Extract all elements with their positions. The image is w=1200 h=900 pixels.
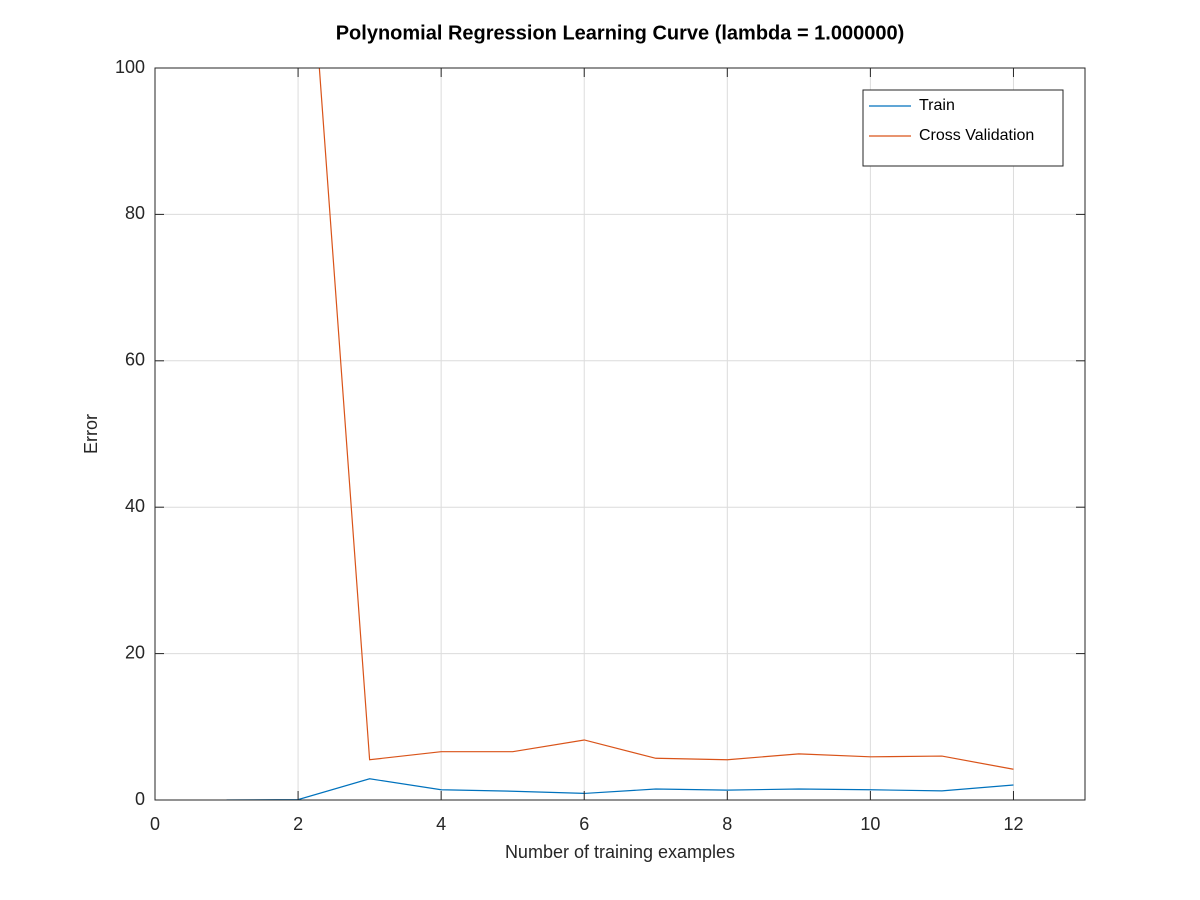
legend-box: [862, 89, 1064, 167]
y-axis-label: Error: [81, 414, 101, 454]
x-tick-label: 12: [1003, 814, 1023, 834]
y-tick-label: 100: [115, 57, 145, 77]
y-tick-label: 60: [125, 350, 145, 370]
x-tick-label: 10: [860, 814, 880, 834]
x-tick-label: 0: [150, 814, 160, 834]
y-tick-label: 0: [135, 789, 145, 809]
y-tick-label: 40: [125, 496, 145, 516]
y-tick-label: 80: [125, 203, 145, 223]
x-tick-label: 8: [722, 814, 732, 834]
legend-label: Train: [919, 97, 955, 114]
axes-box: [154, 67, 1086, 801]
legend-label: Cross Validation: [919, 127, 1034, 144]
series-line: [318, 68, 1014, 770]
x-axis-label: Number of training examples: [505, 842, 735, 862]
legend: Train Cross Validation: [862, 89, 1064, 167]
x-tick-label: 6: [579, 814, 589, 834]
y-tick-label: 20: [125, 642, 145, 662]
series-line: [226, 778, 1014, 800]
x-tick-label: 2: [293, 814, 303, 834]
plot-lines: [226, 68, 1014, 800]
chart-title: Polynomial Regression Learning Curve (la…: [336, 22, 905, 44]
x-tick-label: 4: [436, 814, 446, 834]
